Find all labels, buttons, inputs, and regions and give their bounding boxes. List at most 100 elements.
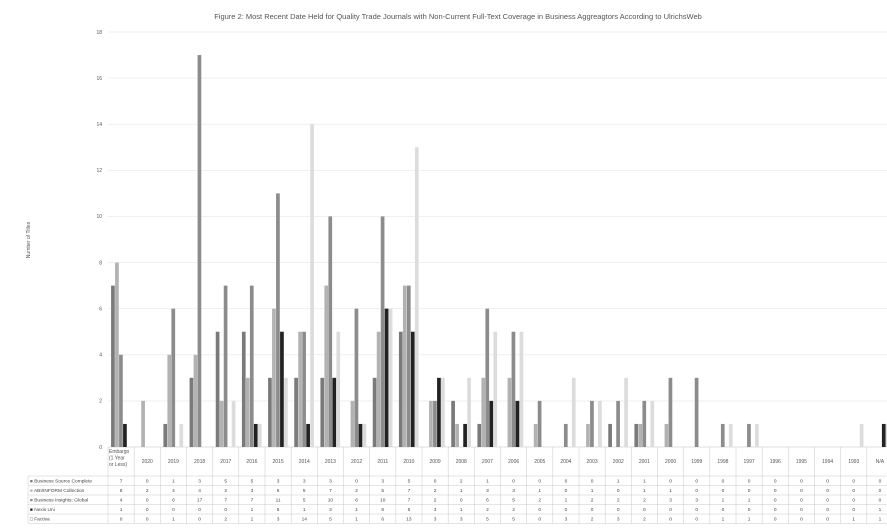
data-label: 3 (669, 497, 672, 503)
bar (410, 331, 415, 447)
data-label: 1 (852, 516, 855, 522)
bar (384, 308, 389, 447)
data-label: 1 (617, 478, 620, 484)
x-tick-label: 2017 (220, 459, 231, 465)
y-tick-label: 8 (99, 260, 102, 266)
bar (755, 423, 759, 447)
data-label: 3 (198, 478, 201, 484)
bar (441, 377, 445, 447)
series-label: ■ ABI/INFORM Collection (30, 488, 85, 494)
data-label: 2 (538, 497, 541, 503)
x-tick-label: 2010 (403, 459, 414, 465)
bar (328, 216, 333, 447)
y-axis-title: Number of Titles (26, 221, 32, 258)
x-tick-label: 2011 (377, 459, 388, 465)
bar (507, 377, 512, 447)
data-label: 0 (826, 497, 829, 503)
bar (859, 423, 864, 447)
data-label: 3 (329, 478, 332, 484)
data-label: 0 (774, 478, 777, 484)
data-table: Embargo (1 Year or Less) 2020 2019 2018 2017 20… (27, 447, 887, 524)
bar (481, 377, 486, 447)
bar (616, 400, 620, 447)
data-label: 7 (408, 497, 411, 503)
data-label: 1 (460, 488, 463, 494)
data-label: 2 (486, 507, 489, 513)
data-label: 1 (591, 488, 594, 494)
bar (294, 377, 298, 447)
data-label: 3 (512, 488, 515, 494)
bar (231, 400, 236, 447)
data-label: 0 (198, 507, 201, 513)
data-label: 0 (748, 478, 751, 484)
bar (598, 400, 602, 447)
bar (380, 216, 385, 447)
bar (489, 400, 494, 447)
data-label: 3 (486, 488, 489, 494)
data-label: 5 (224, 478, 227, 484)
data-label: 0 (120, 516, 123, 522)
data-label: 0 (774, 488, 777, 494)
data-label: 2 (591, 516, 594, 522)
bar (642, 400, 647, 447)
data-label: 0 (722, 507, 725, 513)
bar-layer (111, 55, 887, 448)
data-label: 0 (852, 478, 855, 484)
bar (354, 308, 359, 447)
data-label: 0 (695, 488, 698, 494)
bar (720, 423, 725, 447)
bar (324, 285, 329, 447)
bar (586, 423, 590, 447)
y-tick-label: 14 (96, 122, 102, 128)
data-label: 3 (434, 516, 437, 522)
data-label: 1 (748, 516, 751, 522)
bar (272, 308, 276, 447)
data-label: 1 (643, 478, 646, 484)
bar (590, 400, 594, 447)
x-tick-label: 2009 (430, 459, 441, 465)
bar (171, 308, 176, 447)
data-label: 2 (460, 478, 463, 484)
legend-key: ■ (30, 508, 34, 513)
bar (747, 423, 751, 447)
bar (320, 377, 325, 447)
data-label: 6 (381, 507, 384, 513)
bar (485, 308, 490, 447)
data-label: 1 (303, 507, 306, 513)
bar (241, 331, 246, 447)
data-label: 0 (774, 507, 777, 513)
legend-key: ■ (30, 498, 34, 503)
bar (193, 354, 198, 447)
data-label: 0 (460, 497, 463, 503)
data-label: 5 (303, 497, 306, 503)
data-label: 0 (591, 478, 594, 484)
bar (455, 423, 459, 447)
data-label: 1 (120, 507, 123, 513)
bar (728, 423, 733, 447)
data-label: 1 (538, 488, 541, 494)
bar (388, 308, 393, 447)
bar (302, 331, 306, 447)
x-tick-label: 2020 (142, 459, 153, 465)
data-label: 0 (852, 497, 855, 503)
data-label: 3 (565, 516, 568, 522)
data-label: 0 (538, 516, 541, 522)
data-label: 0 (774, 516, 777, 522)
data-label: 1 (722, 497, 725, 503)
data-label: 0 (355, 478, 358, 484)
data-label: 0 (146, 507, 149, 513)
bar (111, 285, 115, 447)
data-label: 0 (826, 478, 829, 484)
data-label: 1 (748, 497, 751, 503)
data-label: 1 (460, 507, 463, 513)
data-label: 0 (852, 507, 855, 513)
data-label: 0 (565, 488, 568, 494)
data-label: 1 (722, 516, 725, 522)
bar (189, 377, 194, 447)
bar (638, 423, 643, 447)
data-label: 2 (434, 488, 437, 494)
bar (537, 400, 542, 447)
data-label: 0 (748, 507, 751, 513)
y-tick-label: 4 (99, 353, 102, 359)
data-label: 3 (277, 478, 280, 484)
